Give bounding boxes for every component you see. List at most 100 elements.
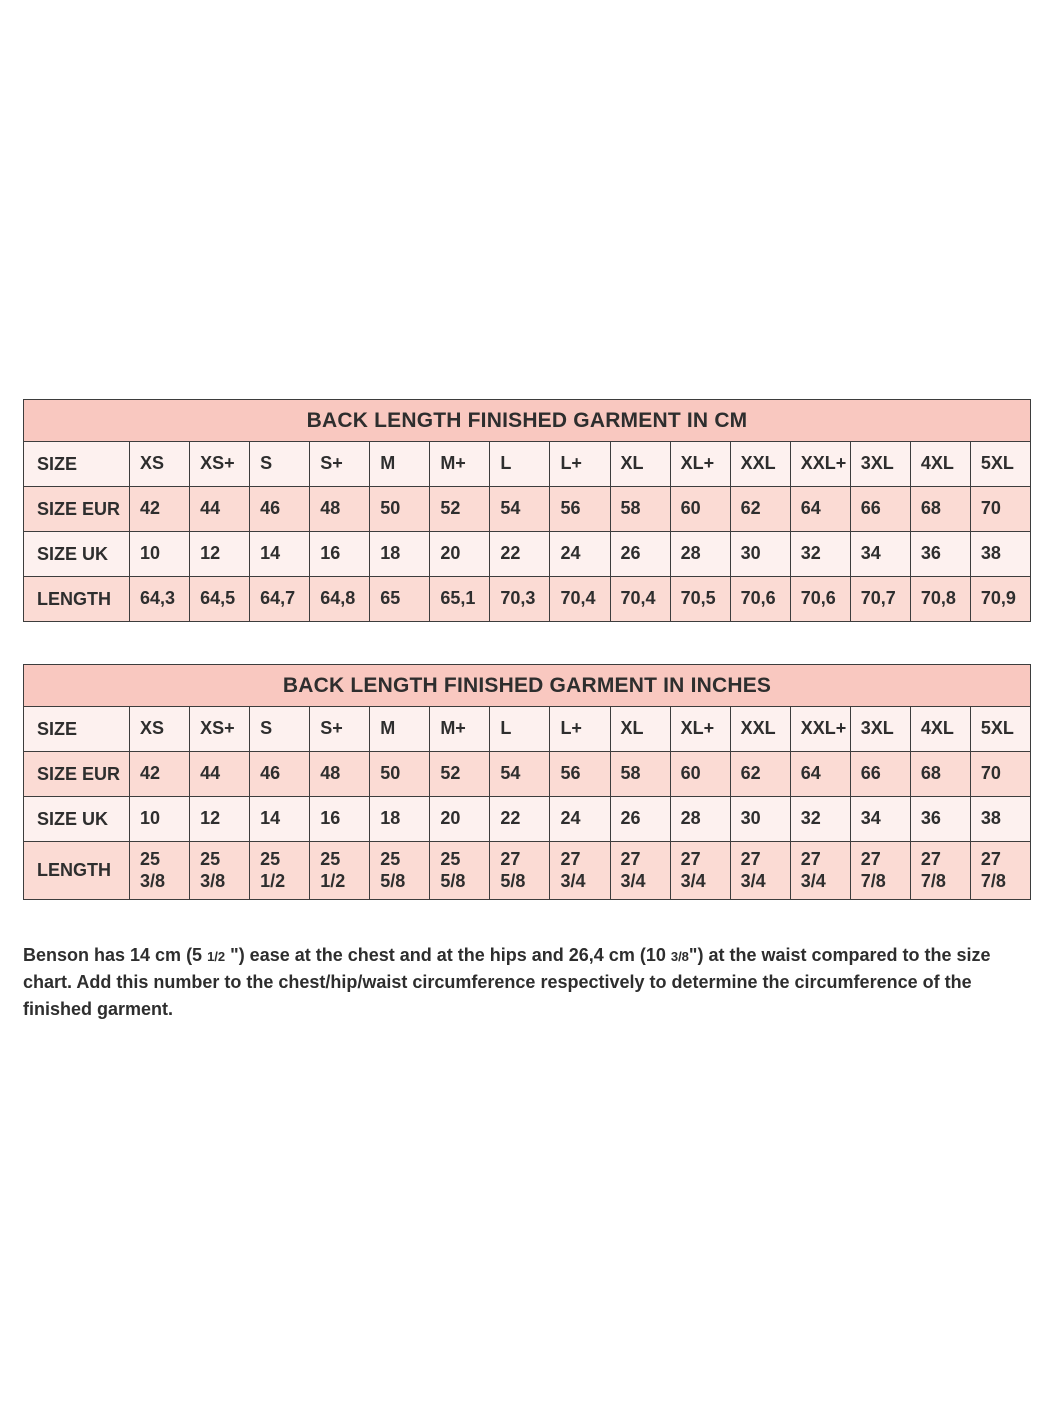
ease-footnote: Benson has 14 cm (5 1/2 ") ease at the c… [23,942,1031,1023]
size-cell: 22 [489,796,551,842]
size-cell: 64 [789,486,851,532]
size-cell: 70,4 [609,576,671,622]
size-chart-page: BACK LENGTH FINISHED GARMENT IN CM SIZE XS… [23,399,1032,1023]
size-cell: 10 [128,531,191,577]
size-cell: 27 3/4 [669,841,731,900]
size-cell: 70,6 [729,576,791,622]
size-cell: 62 [729,751,791,797]
size-cell: L+ [549,706,611,752]
row-header: LENGTH [23,576,130,622]
size-cell: 64,5 [189,576,251,622]
size-cell: 5XL [969,706,1032,752]
size-cell: 25 1/2 [249,841,311,900]
size-cell: XL [609,441,671,487]
size-cell: 70,3 [489,576,551,622]
size-cell: 42 [128,751,191,797]
size-cell: 56 [549,751,611,797]
size-cell: 27 7/8 [909,841,971,900]
size-cell: 54 [489,486,551,532]
size-cell: 66 [849,751,911,797]
size-cell: 58 [609,751,671,797]
size-cell: 58 [609,486,671,532]
row-header: SIZE UK [23,796,130,842]
size-cell: 48 [309,486,371,532]
size-cell: M [369,706,431,752]
size-cell: 22 [489,531,551,577]
row-header: SIZE UK [23,531,130,577]
size-cell: XS [128,441,191,487]
table-title: BACK LENGTH FINISHED GARMENT IN CM [23,399,1031,442]
size-cell: 3XL [849,441,911,487]
size-cell: 50 [369,751,431,797]
size-cell: 64,3 [128,576,191,622]
size-cell: 16 [309,531,371,577]
footnote-text: ") ease at the chest and at the hips and… [225,945,671,965]
footnote-text: Benson has 14 cm (5 [23,945,208,965]
size-cell: 28 [669,531,731,577]
size-cell: 44 [189,486,251,532]
size-table-cm: BACK LENGTH FINISHED GARMENT IN CM SIZE XS… [23,399,1032,622]
size-cell: 5XL [969,441,1032,487]
size-cell: 4XL [909,441,971,487]
size-cell: 46 [249,751,311,797]
size-cell: 10 [128,796,191,842]
size-cell: 4XL [909,706,971,752]
size-cell: 60 [669,486,731,532]
size-cell: XS+ [189,441,251,487]
size-cell: 70 [969,486,1032,532]
size-cell: 27 7/8 [969,841,1032,900]
size-cell: 14 [249,531,311,577]
size-cell: 66 [849,486,911,532]
size-cell: L [489,706,551,752]
row-header: SIZE EUR [23,486,130,532]
footnote-text: ") at the waist compared to the size cha… [23,945,991,1019]
size-cell: L [489,441,551,487]
size-cell: 20 [429,796,491,842]
size-cell: 12 [189,796,251,842]
size-cell: 34 [849,796,911,842]
size-cell: 18 [369,796,431,842]
row-header: SIZE [23,706,130,752]
size-cell: 68 [909,486,971,532]
size-cell: 26 [609,796,671,842]
size-cell: 70,5 [669,576,731,622]
size-cell: L+ [549,441,611,487]
size-cell: S+ [309,706,371,752]
size-cell: 25 5/8 [429,841,491,900]
size-cell: 56 [549,486,611,532]
size-cell: 70,6 [789,576,851,622]
size-cell: 34 [849,531,911,577]
size-cell: 27 5/8 [489,841,551,900]
fraction-text: 3/8 [670,949,689,964]
size-cell: XL+ [669,441,731,487]
size-cell: 27 7/8 [849,841,911,900]
size-cell: 50 [369,486,431,532]
size-cell: 24 [549,796,611,842]
size-cell: 65 [369,576,431,622]
fraction-text: 1/2 [207,949,226,964]
size-cell: XS+ [189,706,251,752]
size-cell: 26 [609,531,671,577]
row-header: SIZE EUR [23,751,130,797]
size-cell: 60 [669,751,731,797]
size-cell: 27 3/4 [609,841,671,900]
size-cell: 30 [729,796,791,842]
size-cell: 27 3/4 [549,841,611,900]
size-cell: 14 [249,796,311,842]
size-cell: XXL [729,441,791,487]
size-cell: 25 3/8 [128,841,191,900]
size-cell: 44 [189,751,251,797]
size-cell: XXL+ [789,441,851,487]
size-cell: 70 [969,751,1032,797]
size-cell: 16 [309,796,371,842]
size-cell: 52 [429,751,491,797]
size-cell: 64,8 [309,576,371,622]
size-cell: XS [128,706,191,752]
size-cell: XXL [729,706,791,752]
size-cell: 36 [909,531,971,577]
size-cell: 27 3/4 [729,841,791,900]
size-cell: 30 [729,531,791,577]
size-cell: 42 [128,486,191,532]
size-cell: 38 [969,531,1032,577]
size-cell: 62 [729,486,791,532]
